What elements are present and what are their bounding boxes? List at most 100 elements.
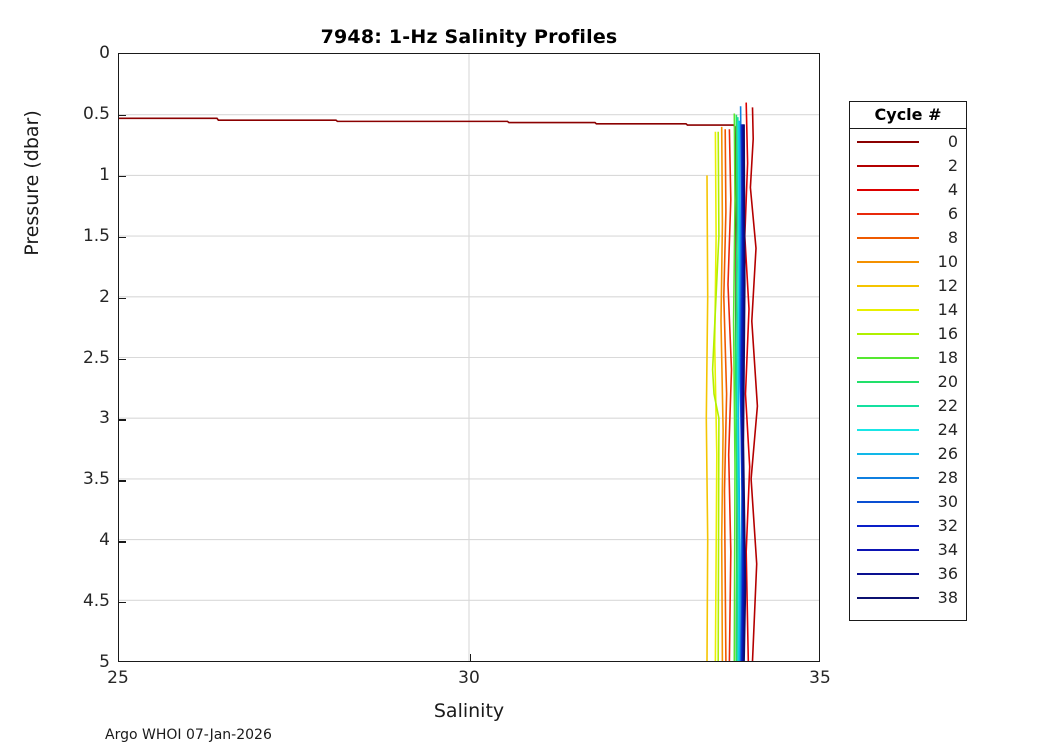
legend-row[interactable]: 38 [850, 586, 966, 610]
legend-row[interactable]: 6 [850, 202, 966, 226]
y-tick-mark [119, 480, 126, 482]
legend-items: 0 2 4 6 8 10 12 14 16 18 20 22 24 26 28 30 32 34 36 38 [850, 129, 966, 610]
legend-color-swatch [857, 597, 919, 599]
series-line-10 [720, 126, 724, 661]
legend-row[interactable]: 8 [850, 226, 966, 250]
x-tick-label: 25 [107, 668, 129, 688]
x-axis-tick-labels: 25 30 35 [107, 668, 831, 694]
legend-title: Cycle # [850, 102, 966, 129]
legend-row[interactable]: 24 [850, 418, 966, 442]
y-tick-label: 2 [99, 286, 110, 307]
chart-title: 7948: 1-Hz Salinity Profiles [320, 26, 618, 48]
x-tick-mark [470, 654, 472, 661]
y-tick-mark [119, 114, 126, 117]
legend-label: 2 [947, 156, 958, 175]
legend-label: 38 [937, 588, 958, 607]
y-axis-tick-labels: 0 0.5 1 1.5 2 2.5 3 3.5 4 4.5 5 [38, 43, 110, 672]
legend-color-swatch [857, 213, 919, 215]
y-axis-label: Pressure (dbar) [21, 110, 43, 256]
legend-color-swatch [857, 141, 919, 143]
series-line-2 [749, 107, 759, 661]
legend-box[interactable]: Cycle # 0 2 4 6 8 10 12 14 16 18 20 22 24 26 28 30 32 34 3… [849, 101, 967, 621]
y-tick-mark [119, 358, 126, 360]
legend-color-swatch [857, 237, 919, 239]
y-tick-label: 0.5 [82, 103, 110, 124]
legend-row[interactable]: 12 [850, 274, 966, 298]
legend-label: 20 [937, 372, 958, 391]
legend-label: 32 [937, 516, 958, 535]
y-tick-label: 5 [99, 652, 110, 672]
y-tick-label: 3 [99, 408, 110, 429]
legend-color-swatch [857, 381, 919, 383]
legend-label: 36 [937, 564, 958, 583]
legend-row[interactable]: 16 [850, 322, 966, 346]
legend-color-swatch [857, 525, 919, 527]
legend-color-swatch [857, 189, 919, 191]
legend-row[interactable]: 34 [850, 538, 966, 562]
legend-row[interactable]: 22 [850, 394, 966, 418]
legend-label: 0 [947, 132, 958, 151]
y-tick-label: 2.5 [82, 347, 110, 368]
legend-label: 26 [937, 444, 958, 463]
legend-color-swatch [857, 309, 919, 311]
legend-color-swatch [857, 357, 919, 359]
y-tick-mark [119, 419, 126, 421]
legend-color-swatch [857, 477, 919, 479]
series-line-18 [732, 113, 736, 661]
legend-label: 28 [937, 468, 958, 487]
legend-color-swatch [857, 261, 919, 263]
y-tick-mark [119, 175, 126, 178]
series-line-8 [723, 129, 728, 661]
legend-color-swatch [857, 453, 919, 455]
legend-label: 22 [937, 396, 958, 415]
legend-row[interactable]: 0 [850, 130, 966, 154]
y-tick-mark [119, 236, 126, 239]
series-line-38 [742, 124, 747, 661]
series-line-26 [737, 120, 741, 661]
legend-row[interactable]: 36 [850, 562, 966, 586]
legend-row[interactable]: 14 [850, 298, 966, 322]
legend-label: 14 [937, 300, 958, 319]
legend-color-swatch [857, 573, 919, 575]
series-line-6 [727, 129, 733, 661]
legend-color-swatch [857, 501, 919, 503]
legend-row[interactable]: 4 [850, 178, 966, 202]
series-line-0 [119, 117, 738, 661]
legend-row[interactable]: 30 [850, 490, 966, 514]
series-line-4 [744, 102, 751, 661]
series-line-16 [711, 131, 720, 661]
legend-color-swatch [857, 285, 919, 287]
y-tick-label: 3.5 [82, 469, 110, 490]
legend-color-swatch [857, 405, 919, 407]
legend-label: 30 [937, 492, 958, 511]
legend-color-swatch [857, 333, 919, 335]
legend-row[interactable]: 28 [850, 466, 966, 490]
legend-row[interactable]: 2 [850, 154, 966, 178]
legend-label: 4 [947, 180, 958, 199]
x-tick-label: 35 [809, 668, 831, 688]
y-tick-mark [119, 602, 126, 604]
x-axis-label: Salinity [433, 700, 505, 722]
legend-row[interactable]: 10 [850, 250, 966, 274]
data-series-layer [119, 102, 759, 661]
legend-row[interactable]: 20 [850, 370, 966, 394]
legend-row[interactable]: 32 [850, 514, 966, 538]
y-tick-label: 4 [99, 530, 110, 551]
legend-label: 24 [937, 420, 958, 439]
legend-label: 18 [937, 348, 958, 367]
y-tick-label: 0 [99, 43, 110, 63]
legend-label: 12 [937, 276, 958, 295]
legend-color-swatch [857, 165, 919, 167]
legend-row[interactable]: 26 [850, 442, 966, 466]
y-tick-mark [119, 297, 126, 299]
plot-area[interactable] [118, 53, 820, 662]
legend-color-swatch [857, 429, 919, 431]
grid-lines [119, 54, 819, 661]
y-tick-mark [119, 541, 126, 543]
legend-label: 34 [937, 540, 958, 559]
x-tick-label: 30 [458, 668, 480, 688]
legend-row[interactable]: 18 [850, 346, 966, 370]
legend-color-swatch [857, 549, 919, 551]
y-tick-label: 1.5 [82, 225, 110, 246]
series-line-14 [713, 131, 718, 661]
